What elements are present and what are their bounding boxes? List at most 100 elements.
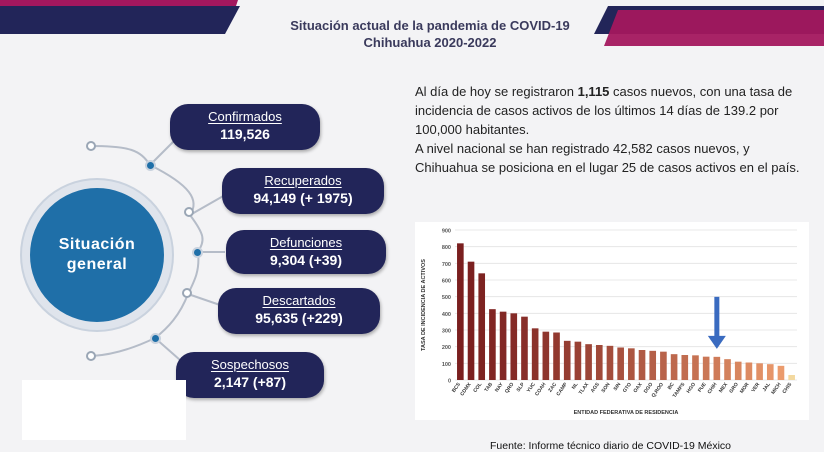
card-label: Defunciones: [269, 235, 343, 250]
bar-oax: [638, 350, 646, 380]
x-tick-label: MEX: [718, 381, 730, 394]
card-value: 9,304 (+39): [270, 252, 342, 268]
bar-gro: [734, 361, 742, 380]
top-right-banner: [594, 6, 824, 46]
y-tick-label: 700: [442, 262, 451, 268]
card-confirmados: Confirmados 119,526: [170, 104, 320, 150]
x-tick-label: TAMPS: [672, 381, 687, 399]
x-tick-label: PUE: [697, 381, 708, 393]
x-tick-label: OAX: [633, 381, 645, 394]
info-paragraph-2: A nivel nacional se han registrado 42,58…: [415, 141, 800, 175]
bar-nl: [574, 341, 582, 380]
x-tick-label: QRO: [504, 382, 516, 395]
bar-camp: [563, 340, 571, 380]
x-tick-label: GRO: [728, 382, 740, 395]
x-tick-label: CHIH: [707, 381, 719, 395]
x-tick-label: COAH: [534, 381, 548, 397]
x-tick-label: VER: [750, 381, 761, 393]
x-tick-label: MICH: [770, 381, 782, 395]
x-tick-label: GTO: [622, 382, 633, 394]
x-tick-label: DGO: [643, 382, 655, 395]
bar-gto: [628, 348, 635, 380]
info-text: Al día de hoy se registraron 1,115 casos…: [415, 82, 810, 177]
bar-tamps: [681, 355, 689, 380]
bar-qro: [510, 313, 518, 380]
bar-nay: [499, 311, 507, 380]
y-tick-label: 500: [442, 295, 451, 301]
bar-zac: [553, 332, 560, 380]
circle-label-line2: general: [66, 256, 128, 273]
bar-ags: [595, 345, 603, 380]
x-tick-label: JAL: [762, 382, 772, 393]
bar-coah: [542, 331, 550, 380]
bar-mich: [777, 365, 785, 380]
bar-bcs: [457, 243, 464, 380]
highlight-arrow-head: [707, 335, 726, 349]
bar-son: [606, 345, 614, 380]
x-tick-label: TLAX: [578, 381, 591, 396]
x-tick-label: BCS: [451, 381, 462, 394]
bar-sin: [617, 347, 624, 380]
connector-node-1: [145, 160, 156, 171]
card-label: Descartados: [262, 293, 336, 308]
page-title: Situación actual de la pandemia de COVID…: [230, 17, 630, 51]
bar-hgo: [692, 355, 699, 380]
card-recuperados: Recuperados 94,149 (+ 1975): [222, 168, 384, 214]
info-p1-c: casos nuevos, con una tasa de incidencia…: [415, 84, 793, 137]
y-tick-label: 800: [442, 245, 451, 251]
bar-tlax: [585, 344, 592, 380]
y-tick-label: 400: [442, 312, 451, 318]
bar-cdmx: [467, 261, 475, 380]
x-axis-label: ENTIDAD FEDERATIVA DE RESIDENCIA: [574, 410, 679, 416]
x-tick-label: HGO: [686, 382, 698, 395]
x-tick-label: COL: [472, 382, 483, 394]
bar-tab: [489, 309, 496, 380]
info-paragraph-1: Al día de hoy se registraron 1,115 casos…: [415, 82, 810, 139]
x-tick-label: AGS: [590, 381, 602, 394]
card-defunciones: Defunciones 9,304 (+39): [226, 230, 386, 274]
x-tick-label: ZAC: [547, 381, 558, 393]
card-label: Confirmados: [208, 109, 282, 124]
x-tick-label: SIN: [613, 381, 623, 392]
bar-pue: [702, 356, 710, 380]
x-tick-label: YUC: [526, 381, 537, 393]
title-line-1: Situación actual de la pandemia de COVID…: [290, 18, 570, 33]
connector-node-2: [184, 207, 194, 217]
y-tick-label: 300: [442, 329, 451, 335]
x-tick-label: CHIS: [782, 381, 794, 395]
y-tick-label: 200: [442, 345, 451, 351]
x-tick-label: MOR: [739, 381, 751, 394]
card-label: Recuperados: [264, 173, 342, 188]
bar-mor: [745, 362, 753, 380]
card-label: Sospechosos: [210, 357, 290, 372]
card-value: 119,526: [220, 126, 270, 142]
x-tick-label: CDMX: [459, 381, 473, 397]
right-edge: [824, 0, 828, 452]
connector-node-3: [192, 247, 203, 258]
x-tick-label: SON: [600, 381, 611, 394]
top-left-banner: [0, 0, 240, 34]
bar-qroo: [660, 351, 667, 380]
bar-mex: [724, 359, 731, 380]
y-axis-label: TASA DE INCIDENCIA DE ACTIVOS: [421, 259, 427, 351]
bar-jal: [766, 364, 774, 380]
connector-node-5: [150, 333, 161, 344]
bar-yuc: [531, 328, 539, 380]
connector-node-end: [86, 351, 96, 361]
x-tick-label: TAB: [483, 381, 494, 393]
circle-label-line1: Situación: [58, 236, 136, 253]
y-tick-label: 600: [442, 279, 451, 285]
bar-slp: [521, 316, 528, 380]
info-p1-a: Al día de hoy se registraron: [415, 84, 578, 99]
y-tick-label: 100: [442, 362, 451, 368]
x-tick-label: CAMP: [555, 381, 569, 397]
bar-chis: [788, 375, 795, 380]
connector-node-4: [182, 288, 192, 298]
incidence-chart-panel: 0 100 200 300 400 500 600 700 800 900 BCS CDMX COL TA…: [415, 222, 809, 420]
x-tick-label: NAY: [494, 381, 505, 393]
card-sospechosos: Sospechosos 2,147 (+87): [176, 352, 324, 398]
bar-col: [478, 273, 486, 380]
card-value: 94,149 (+ 1975): [253, 190, 353, 206]
